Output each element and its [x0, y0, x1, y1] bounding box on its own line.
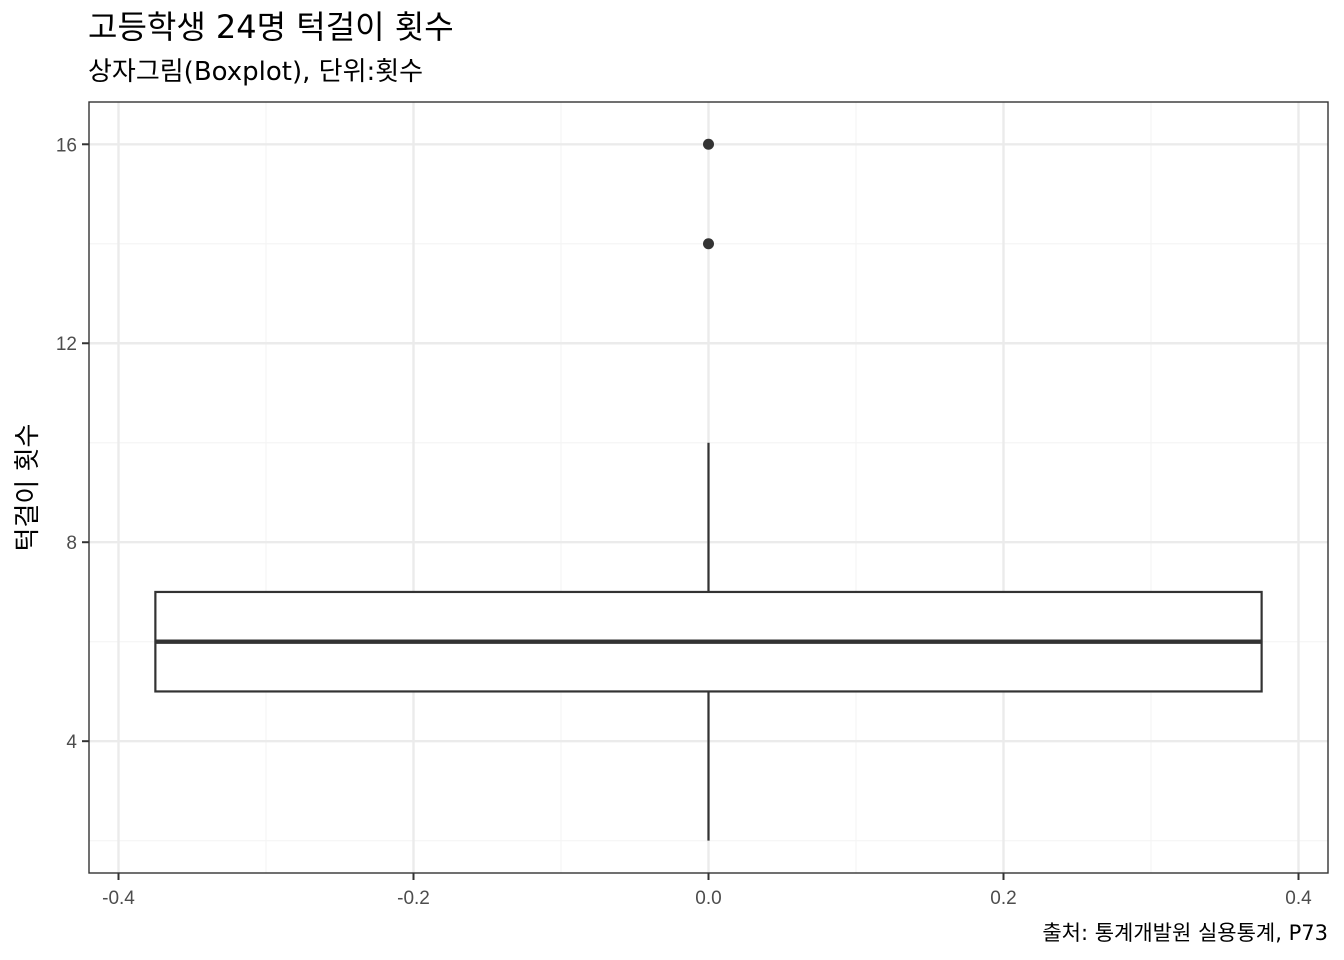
y-tick-label: 4 [66, 732, 77, 753]
chart-subtitle: 상자그림(Boxplot), 단위:횟수 [88, 57, 423, 87]
x-axis: -0.4 -0.2 0.0 0.2 0.4 [102, 873, 1312, 909]
x-tick-label: -0.4 [102, 888, 135, 909]
y-tick-label: 12 [56, 334, 77, 355]
x-tick-label: -0.2 [397, 888, 430, 909]
y-tick-label: 16 [56, 135, 77, 156]
chart-title: 고등학생 24명 턱걸이 횟수 [88, 8, 454, 46]
x-tick-label: 0.0 [695, 888, 721, 909]
y-axis-title: 턱걸이 횟수 [13, 424, 43, 552]
y-tick-label: 8 [66, 533, 77, 554]
outlier-point [703, 238, 714, 250]
boxplot [154, 138, 1263, 841]
y-axis: 4 8 12 16 [56, 135, 89, 753]
x-tick-label: 0.2 [990, 888, 1016, 909]
chart-caption: 출처: 통계개발원 실용통계, P73 [1042, 921, 1328, 945]
outlier-point [703, 138, 714, 150]
x-tick-label: 0.4 [1285, 888, 1312, 909]
